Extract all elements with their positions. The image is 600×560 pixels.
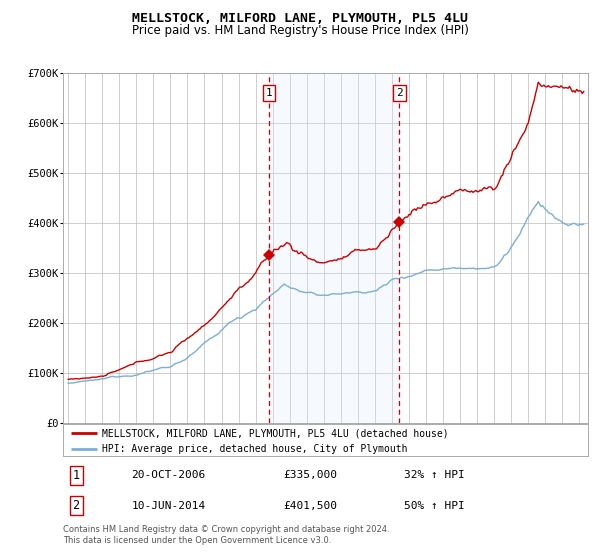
Bar (269, 73, 400, 423)
Text: MELLSTOCK, MILFORD LANE, PLYMOUTH, PL5 4LU: MELLSTOCK, MILFORD LANE, PLYMOUTH, PL5 4… (132, 12, 468, 25)
Text: 2: 2 (73, 500, 80, 512)
Text: £401,500: £401,500 (284, 501, 337, 511)
Text: 50% ↑ HPI: 50% ↑ HPI (404, 501, 465, 511)
Text: 10-JUN-2014: 10-JUN-2014 (131, 501, 205, 511)
Text: 2: 2 (396, 88, 403, 98)
Text: Price paid vs. HM Land Registry's House Price Index (HPI): Price paid vs. HM Land Registry's House … (131, 24, 469, 37)
Text: 32% ↑ HPI: 32% ↑ HPI (404, 470, 465, 480)
Text: Contains HM Land Registry data © Crown copyright and database right 2024.
This d: Contains HM Land Registry data © Crown c… (63, 525, 389, 545)
Text: 1: 1 (73, 469, 80, 482)
Text: £335,000: £335,000 (284, 470, 337, 480)
Text: MELLSTOCK, MILFORD LANE, PLYMOUTH, PL5 4LU (detached house): MELLSTOCK, MILFORD LANE, PLYMOUTH, PL5 4… (103, 428, 449, 438)
Text: 1: 1 (266, 88, 272, 98)
Text: 20-OCT-2006: 20-OCT-2006 (131, 470, 205, 480)
Text: HPI: Average price, detached house, City of Plymouth: HPI: Average price, detached house, City… (103, 444, 408, 454)
